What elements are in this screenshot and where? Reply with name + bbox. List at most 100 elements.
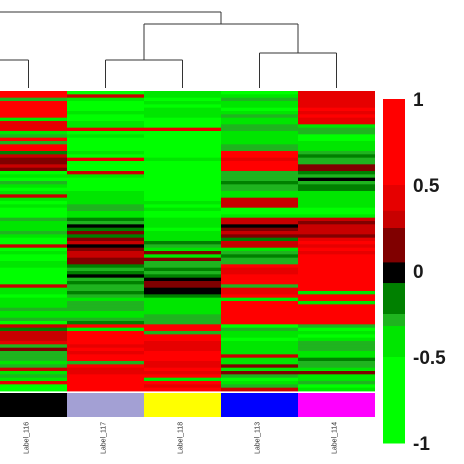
heatmap-cell <box>67 324 144 329</box>
column-labels: Label_116 Label_117 Label_118 Label_113 Labe… <box>24 422 339 454</box>
legend-color-band <box>383 210 405 229</box>
heatmap-cell <box>67 381 144 385</box>
heatmap-cell <box>144 217 221 222</box>
heatmap-cell <box>221 221 298 225</box>
heatmap-cell <box>221 284 298 289</box>
heatmap-cell <box>221 161 298 165</box>
heatmap-cell <box>221 177 298 182</box>
heatmap-cell <box>221 274 298 279</box>
heatmap-cell <box>298 321 375 325</box>
heatmap-cell <box>144 234 221 239</box>
heatmap-cell <box>67 251 144 255</box>
heatmap-cell <box>298 251 375 255</box>
heatmap-cell <box>298 164 375 169</box>
heatmap-cell <box>67 307 144 312</box>
heatmap-cell <box>144 161 221 165</box>
heatmap-cell <box>0 157 67 162</box>
heatmap-cell <box>221 217 298 222</box>
heatmap-cell <box>67 387 144 392</box>
heatmap-cell <box>67 241 144 245</box>
heatmap-cell <box>67 257 144 262</box>
heatmap-cell <box>67 277 144 282</box>
column-label: Label_116 <box>24 422 31 454</box>
heatmap-cell <box>67 164 144 169</box>
heatmap-cell <box>298 361 375 365</box>
heatmap-cell <box>0 124 67 129</box>
heatmap-cell <box>298 364 375 369</box>
heatmap-cell <box>67 134 144 139</box>
heatmap-cell <box>298 167 375 172</box>
heatmap-cell <box>67 314 144 319</box>
heatmap-cell <box>0 284 67 289</box>
heatmap-cell <box>298 274 375 279</box>
heatmap-cell <box>298 377 375 382</box>
heatmap-cell <box>0 271 67 275</box>
heatmap-cell <box>67 167 144 172</box>
heatmap-cell <box>0 227 67 232</box>
heatmap-cell <box>298 354 375 359</box>
heatmap-cell <box>298 264 375 269</box>
column-group-swatch <box>144 393 221 417</box>
heatmap-cell <box>144 144 221 149</box>
heatmap-cell <box>298 281 375 285</box>
heatmap-cell <box>0 154 67 159</box>
heatmap-cell <box>144 107 221 112</box>
heatmap-cell <box>144 231 221 235</box>
heatmap-cell <box>221 264 298 269</box>
heatmap-cell <box>144 97 221 102</box>
heatmap-cell <box>144 381 221 385</box>
heatmap-cell <box>221 287 298 292</box>
heatmap-cell <box>67 334 144 339</box>
heatmap-cell <box>298 324 375 329</box>
heatmap-cell <box>298 367 375 372</box>
column-group-swatch <box>298 393 375 417</box>
heatmap-cell <box>298 194 375 199</box>
heatmap-cell <box>144 284 221 289</box>
heatmap-cell <box>67 351 144 355</box>
heatmap-cell <box>298 161 375 165</box>
heatmap-cell <box>67 287 144 292</box>
heatmap-cell <box>221 211 298 215</box>
heatmap-cell <box>221 134 298 139</box>
heatmap-cell <box>144 341 221 345</box>
heatmap-cell <box>0 164 67 169</box>
heatmap-cell <box>144 214 221 219</box>
heatmap-cell <box>67 151 144 155</box>
legend-color-band <box>383 99 405 186</box>
heatmap-cell <box>67 137 144 142</box>
heatmap-cell <box>298 271 375 275</box>
heatmap-cell <box>0 247 67 252</box>
heatmap-cell <box>298 284 375 289</box>
heatmap-cell <box>0 211 67 215</box>
heatmap-cell <box>221 241 298 245</box>
heatmap-cell <box>221 364 298 369</box>
legend-tick-label: 1 <box>413 90 424 111</box>
heatmap-cell <box>67 101 144 105</box>
heatmap-cell <box>0 374 67 379</box>
heatmap-cell <box>0 197 67 202</box>
heatmap-cell <box>0 277 67 282</box>
heatmap-cell <box>67 264 144 269</box>
heatmap-cell <box>144 374 221 379</box>
heatmap-cell <box>144 337 221 342</box>
heatmap-cell <box>0 151 67 155</box>
heatmap-cell <box>0 281 67 285</box>
heatmap-cell <box>0 127 67 132</box>
heatmap-cell <box>221 164 298 169</box>
heatmap-cell <box>298 294 375 299</box>
heatmap-cell <box>221 261 298 265</box>
heatmap-cell <box>67 161 144 165</box>
heatmap-cell <box>144 321 221 325</box>
heatmap-cell <box>144 334 221 339</box>
heatmap-cell <box>298 141 375 145</box>
heatmap-cell <box>144 191 221 195</box>
heatmap-cell <box>221 384 298 389</box>
heatmap-cell <box>221 387 298 392</box>
heatmap-cell <box>144 371 221 375</box>
heatmap-cell <box>221 91 298 95</box>
heatmap-cell <box>144 221 221 225</box>
heatmap-cell <box>144 224 221 229</box>
legend-color-band <box>383 185 405 212</box>
heatmap-cell <box>221 344 298 349</box>
heatmap-cell <box>221 347 298 352</box>
